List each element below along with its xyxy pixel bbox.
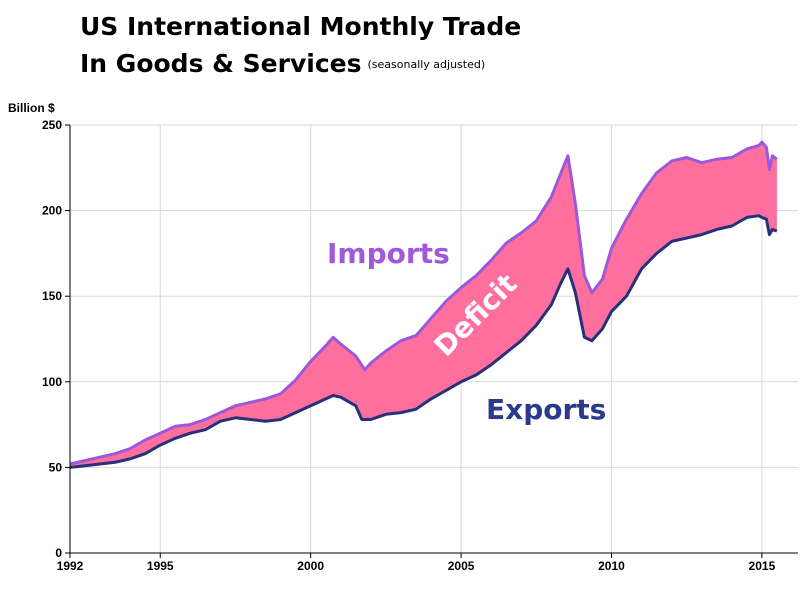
y-tick-label-200: 200 — [42, 204, 62, 218]
y-tick-label-100: 100 — [42, 375, 62, 389]
x-tick-label-2005: 2005 — [448, 559, 475, 573]
exports-annotation: Exports — [486, 393, 606, 426]
title-text-2: In Goods & Services — [80, 49, 362, 78]
grid-lines — [70, 124, 798, 553]
x-tick-label-1992: 1992 — [57, 559, 84, 573]
imports-annotation: Imports — [327, 237, 450, 270]
exports-series-line — [69, 214, 778, 469]
title-text-1: US International Monthly Trade — [80, 12, 522, 41]
deficit-area — [70, 142, 777, 468]
chart-subtitle: (seasonally adjusted) — [367, 58, 486, 71]
y-tick-label-250: 250 — [42, 118, 62, 132]
chart-title-line-1: US International Monthly Trade — [80, 12, 521, 42]
x-tick-label-2015: 2015 — [749, 559, 776, 573]
chart-title-line-2: In Goods & Services (seasonally adjusted) — [80, 49, 485, 80]
x-tick-label-2010: 2010 — [598, 559, 625, 573]
axes — [65, 124, 798, 558]
y-tick-label-150: 150 — [42, 289, 62, 303]
y-tick-label-0: 0 — [55, 546, 62, 560]
imports-series-line — [69, 140, 778, 466]
y-axis-label: Billion $ — [8, 101, 55, 115]
x-tick-label-1995: 1995 — [147, 559, 174, 573]
tick-labels: 0 50 100 150 200 250 1992 1995 2000 2005 2010 2015 — [42, 118, 776, 573]
x-tick-label-2000: 2000 — [297, 559, 324, 573]
y-tick-label-50: 50 — [49, 460, 63, 474]
